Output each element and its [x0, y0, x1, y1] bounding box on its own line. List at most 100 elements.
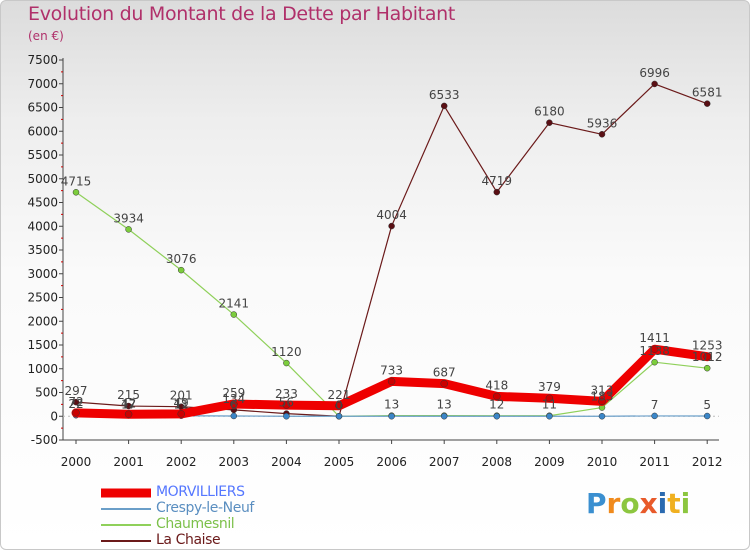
data-point-chaumesnil — [703, 364, 711, 372]
y-tick-label: 2000 — [27, 314, 58, 328]
data-point-chaumesnil — [177, 266, 185, 274]
data-point-morvilliers — [387, 377, 396, 386]
x-tick-label: 2004 — [271, 455, 302, 469]
data-label-la-chaise: 297 — [65, 384, 88, 398]
y-tick-label: -500 — [31, 433, 58, 447]
y-tick-label: 0 — [50, 409, 58, 423]
logo-letter: o — [620, 487, 640, 520]
data-label-chaumesnil: 13 — [384, 398, 399, 412]
data-point-crespy-le-neuf — [598, 413, 606, 420]
data-label-chaumesnil: 11 — [542, 398, 557, 412]
data-point-morvilliers — [177, 410, 185, 418]
legend-label-la-chaise: La Chaise — [156, 532, 221, 548]
proxiti-logo: Proxiti — [586, 487, 690, 520]
data-point-la-chaise — [388, 222, 395, 230]
data-label-morvilliers: 259 — [222, 386, 245, 400]
x-tick-label: 2007 — [429, 455, 460, 469]
data-label-la-chaise: 0 — [335, 398, 343, 412]
data-label-chaumesnil: 1120 — [271, 345, 302, 359]
data-label-la-chaise: 6533 — [429, 88, 460, 102]
x-tick-label: 2008 — [482, 455, 513, 469]
y-tick-label: 500 — [35, 386, 58, 400]
legend-swatch-morvilliers — [101, 488, 151, 498]
data-point-crespy-le-neuf — [230, 412, 238, 420]
data-label-chaumesnil: 4715 — [61, 174, 92, 188]
data-point-crespy-le-neuf — [335, 413, 343, 420]
x-tick-label: 2010 — [587, 455, 618, 469]
data-point-morvilliers — [124, 410, 133, 419]
data-point-morvilliers — [335, 402, 343, 410]
logo-letter: t — [667, 487, 681, 520]
data-label-morvilliers: 313 — [591, 383, 614, 397]
data-label-crespy-le-neuf: 7 — [651, 398, 659, 412]
data-point-morvilliers — [545, 394, 554, 402]
x-tick-label: 2000 — [61, 455, 92, 469]
data-label-morvilliers: 72 — [68, 395, 83, 409]
x-tick-label: 2001 — [113, 455, 144, 469]
x-tick-label: 2002 — [166, 455, 197, 469]
data-label-la-chaise: 5936 — [587, 116, 618, 130]
data-label-chaumesnil: 183 — [591, 390, 614, 404]
logo-letter: P — [586, 487, 607, 520]
x-tick-label: 2005 — [324, 455, 355, 469]
data-point-morvilliers — [598, 397, 606, 406]
legend-swatch-crespy-le-neuf — [101, 508, 151, 510]
data-point-crespy-le-neuf — [388, 413, 395, 420]
data-point-morvilliers — [72, 409, 80, 417]
y-tick-label: 3000 — [27, 267, 58, 281]
y-tick-label: 7000 — [27, 77, 58, 91]
y-tick-label: 6500 — [27, 101, 58, 115]
legend-swatch-la-chaise — [101, 540, 151, 542]
data-label-crespy-le-neuf: 6 — [230, 398, 238, 412]
data-label-chaumesnil: 12 — [489, 398, 504, 412]
data-label-morvilliers: 1253 — [692, 339, 723, 353]
data-point-crespy-le-neuf — [440, 413, 448, 420]
data-label-morvilliers: 221 — [328, 388, 351, 402]
x-tick-label: 2012 — [692, 455, 723, 469]
data-point-morvilliers — [282, 401, 291, 409]
chart-unit: (en €) — [28, 29, 64, 43]
data-label-la-chaise: 4719 — [482, 174, 513, 188]
data-point-crespy-le-neuf — [283, 413, 290, 420]
data-point-crespy-le-neuf — [546, 413, 553, 420]
data-point-morvilliers — [230, 400, 238, 408]
y-tick-label: 1500 — [27, 338, 58, 352]
logo-letter: r — [606, 487, 621, 520]
y-tick-label: 3500 — [27, 243, 58, 257]
data-point-chaumesnil — [651, 358, 658, 366]
data-point-la-chaise — [651, 80, 658, 88]
y-tick-label: 1000 — [27, 362, 58, 376]
data-label-chaumesnil: 0 — [335, 398, 343, 412]
data-label-morvilliers: 233 — [275, 387, 298, 401]
data-label-la-chaise: 215 — [117, 388, 140, 402]
data-point-chaumesnil — [125, 226, 132, 233]
data-label-crespy-le-neuf: 11 — [174, 398, 189, 412]
data-point-morvilliers — [493, 392, 501, 401]
data-point-morvilliers — [650, 345, 659, 353]
data-label-chaumesnil: 1012 — [692, 350, 723, 364]
logo-letter: x — [639, 487, 658, 520]
y-tick-label: 5000 — [27, 172, 58, 186]
data-point-crespy-le-neuf — [703, 412, 711, 420]
legend-swatch-chaumesnil — [101, 524, 151, 526]
data-label-morvilliers: 733 — [380, 363, 403, 377]
data-point-la-chaise — [125, 402, 132, 410]
data-label-chaumesnil: 13 — [437, 398, 452, 412]
y-tick-label: 2500 — [27, 291, 58, 305]
data-label-morvilliers: 49 — [174, 396, 189, 410]
y-tick-label: 7500 — [27, 53, 58, 67]
x-tick-label: 2006 — [376, 455, 407, 469]
data-label-crespy-le-neuf: 17 — [121, 397, 136, 411]
y-tick-label: 5500 — [27, 148, 58, 162]
data-label-morvilliers: 418 — [485, 378, 508, 392]
data-label-la-chaise: 134 — [222, 392, 245, 406]
data-label-chaumesnil: 3076 — [166, 252, 197, 266]
data-label-morvilliers: 42 — [121, 396, 136, 410]
data-label-chaumesnil: 2141 — [219, 297, 250, 311]
data-point-crespy-le-neuf — [651, 412, 658, 420]
data-label-la-chaise: 201 — [170, 389, 193, 403]
data-point-la-chaise — [598, 131, 606, 138]
y-tick-label: 4500 — [27, 196, 58, 210]
